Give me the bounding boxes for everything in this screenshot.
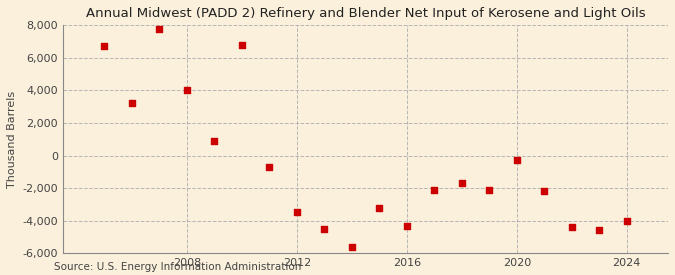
Point [512, 158, 522, 163]
Title: Annual Midwest (PADD 2) Refinery and Blender Net Input of Kerosene and Light Oil: Annual Midwest (PADD 2) Refinery and Ble… [86, 7, 645, 20]
Point [154, 26, 165, 31]
Y-axis label: Thousand Barrels: Thousand Barrels [7, 91, 17, 188]
Point [456, 181, 467, 185]
Point [566, 225, 577, 229]
Point [236, 43, 247, 47]
Point [182, 88, 192, 93]
Point [292, 210, 302, 215]
Point [99, 44, 109, 49]
Point [346, 244, 357, 249]
Point [484, 188, 495, 192]
Point [402, 223, 412, 228]
Point [209, 139, 219, 143]
Point [622, 218, 632, 223]
Point [264, 165, 275, 169]
Point [594, 228, 605, 233]
Point [126, 101, 137, 106]
Point [429, 188, 439, 192]
Point [319, 227, 329, 231]
Text: Source: U.S. Energy Information Administration: Source: U.S. Energy Information Administ… [54, 262, 301, 272]
Point [539, 189, 549, 194]
Point [374, 205, 385, 210]
